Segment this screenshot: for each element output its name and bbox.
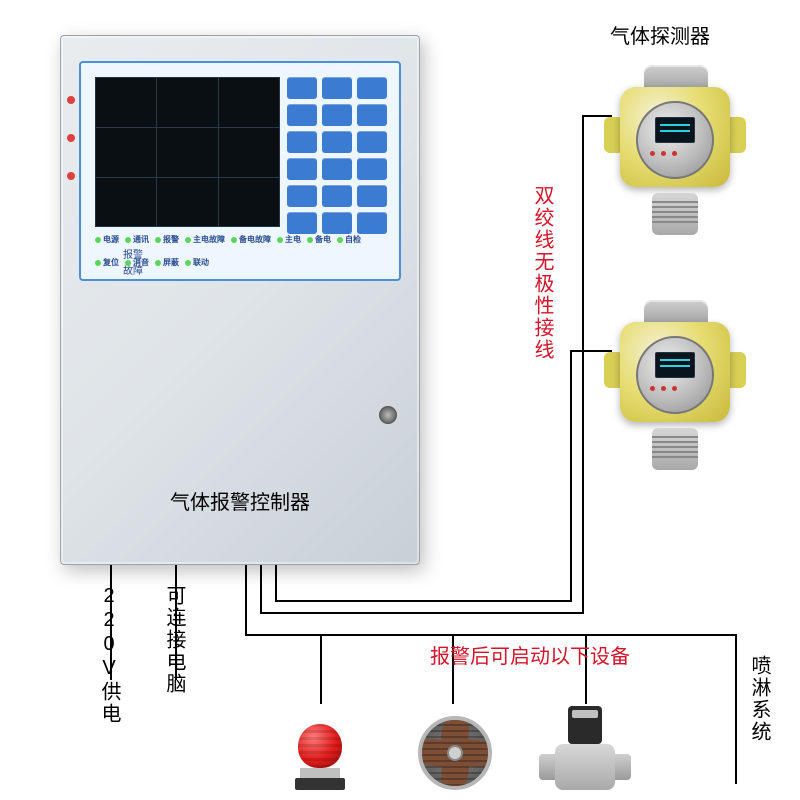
solenoid-valve — [545, 700, 625, 790]
detector-title: 气体探测器 — [580, 20, 740, 49]
gas-detector — [600, 65, 750, 235]
after-alarm-label: 报警后可启动以下设备 — [430, 640, 630, 669]
controller-screen — [95, 77, 280, 227]
power-label: 220V供电 — [95, 585, 124, 725]
lock-icon — [379, 406, 397, 424]
controller-panel: 报警 故障 电源 通讯 报警 主电故障 备电故障 主电 备电 自检 复位 消音 … — [79, 61, 401, 281]
status-row: 电源 通讯 报警 主电故障 备电故障 主电 备电 自检 复位 消音 屏蔽 联动 — [95, 231, 387, 271]
exhaust-fan — [415, 700, 495, 790]
pc-link-label: 可连接电脑 — [160, 585, 189, 695]
spray-label: 喷淋系统 — [745, 655, 774, 743]
alarm-beacon — [280, 700, 360, 790]
controller-keypad — [287, 77, 387, 227]
gas-alarm-controller: 报警 故障 电源 通讯 报警 主电故障 备电故障 主电 备电 自检 复位 消音 … — [60, 35, 420, 565]
gas-detector — [600, 300, 750, 470]
wire-note: 双绞线无极性接线 — [528, 185, 557, 361]
controller-title: 气体报警控制器 — [61, 486, 419, 515]
